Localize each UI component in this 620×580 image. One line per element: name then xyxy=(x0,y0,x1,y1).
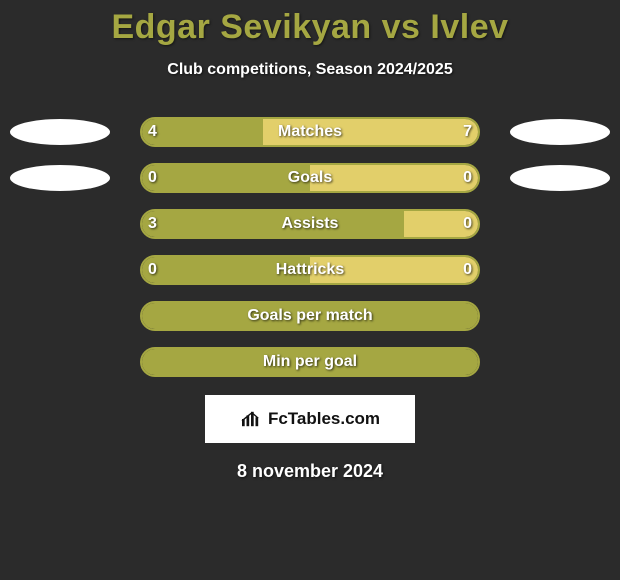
player-badge-right xyxy=(510,165,610,191)
bar-left-fill xyxy=(142,303,478,329)
stat-value-right: 0 xyxy=(463,261,472,279)
stat-value-right: 7 xyxy=(463,123,472,141)
stat-row: Hattricks0 0 xyxy=(0,247,620,293)
bar-right-fill xyxy=(263,119,478,145)
page-title: Edgar Sevikyan vs Ivlev xyxy=(0,0,620,47)
stat-row: Assists3 0 xyxy=(0,201,620,247)
stat-value-left: 3 xyxy=(148,215,157,233)
stat-bar: Goals xyxy=(140,163,480,193)
stat-row: Min per goal xyxy=(0,339,620,385)
stat-bar: Goals per match xyxy=(140,301,480,331)
stat-value-right: 0 xyxy=(463,169,472,187)
bar-right-fill xyxy=(310,165,478,191)
subtitle: Club competitions, Season 2024/2025 xyxy=(0,61,620,79)
bar-left-fill xyxy=(142,165,310,191)
stat-row: Goals per match xyxy=(0,293,620,339)
stat-value-left: 0 xyxy=(148,169,157,187)
bar-right-fill xyxy=(310,257,478,283)
stat-value-left: 4 xyxy=(148,123,157,141)
stat-bar: Matches xyxy=(140,117,480,147)
logo-card: FcTables.com xyxy=(205,395,415,443)
logo-text: FcTables.com xyxy=(268,409,380,429)
bar-left-fill xyxy=(142,119,263,145)
stat-bar: Min per goal xyxy=(140,347,480,377)
comparison-chart: Matches47Goals00Assists30Hattricks00Goal… xyxy=(0,109,620,385)
player-badge-left xyxy=(10,165,110,191)
date-label: 8 november 2024 xyxy=(0,461,620,482)
bar-left-fill xyxy=(142,211,404,237)
stat-row: Goals0 0 xyxy=(0,155,620,201)
bar-left-fill xyxy=(142,257,310,283)
stat-value-right: 0 xyxy=(463,215,472,233)
bar-left-fill xyxy=(142,349,478,375)
stat-bar: Hattricks xyxy=(140,255,480,285)
player-badge-right xyxy=(510,119,610,145)
stat-bar: Assists xyxy=(140,209,480,239)
bar-chart-icon xyxy=(240,410,262,428)
player-badge-left xyxy=(10,119,110,145)
stat-value-left: 0 xyxy=(148,261,157,279)
stat-row: Matches4 7 xyxy=(0,109,620,155)
